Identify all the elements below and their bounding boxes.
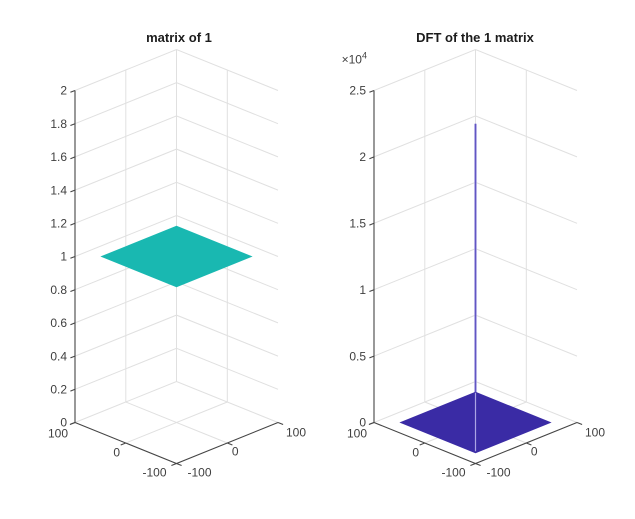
z-tick-label: 1.8 (50, 117, 67, 131)
y-tick-label: 0 (113, 446, 120, 460)
x-tick-label: -100 (486, 466, 510, 480)
z-tick-label: 0.6 (50, 316, 67, 330)
z-tick-label: 0.5 (349, 349, 366, 363)
z-tick-label: 2 (359, 150, 366, 164)
z-tick-label: 0.8 (50, 283, 67, 297)
z-tick-label: 0.4 (50, 349, 67, 363)
surface-patch (100, 225, 253, 288)
z-tick-label: 1.5 (349, 217, 366, 231)
z-tick-label: 2 (60, 84, 67, 98)
axes-lines (69, 89, 284, 467)
y-tick-label: -100 (142, 466, 166, 480)
x-tick-label: 0 (531, 445, 538, 459)
z-tick-label: 1.6 (50, 150, 67, 164)
x-tick-label: 0 (232, 445, 239, 459)
y-tick-label: 100 (347, 427, 367, 441)
z-tick-label: 2.5 (349, 84, 366, 98)
y-tick-label: 0 (412, 446, 419, 460)
y-tick-label: 100 (48, 427, 68, 441)
z-tick-label: 0 (60, 416, 67, 430)
right-plot-title: DFT of the 1 matrix (416, 30, 534, 45)
x-tick-label: 100 (585, 426, 605, 440)
left-plot-title: matrix of 1 (146, 30, 212, 45)
x-tick-label: 100 (286, 426, 306, 440)
z-tick-label: 1 (60, 250, 67, 264)
z-tick-label: 1 (359, 283, 366, 297)
axes-lines (368, 89, 583, 467)
z-tick-label: 0 (359, 416, 366, 430)
x-tick-label: -100 (187, 466, 211, 480)
z-axis-exponent-label: ×104 (342, 51, 367, 67)
z-tick-label: 1.4 (50, 183, 67, 197)
z-tick-label: 0.2 (50, 383, 67, 397)
z-tick-label: 1.2 (50, 217, 67, 231)
y-tick-label: -100 (441, 466, 465, 480)
